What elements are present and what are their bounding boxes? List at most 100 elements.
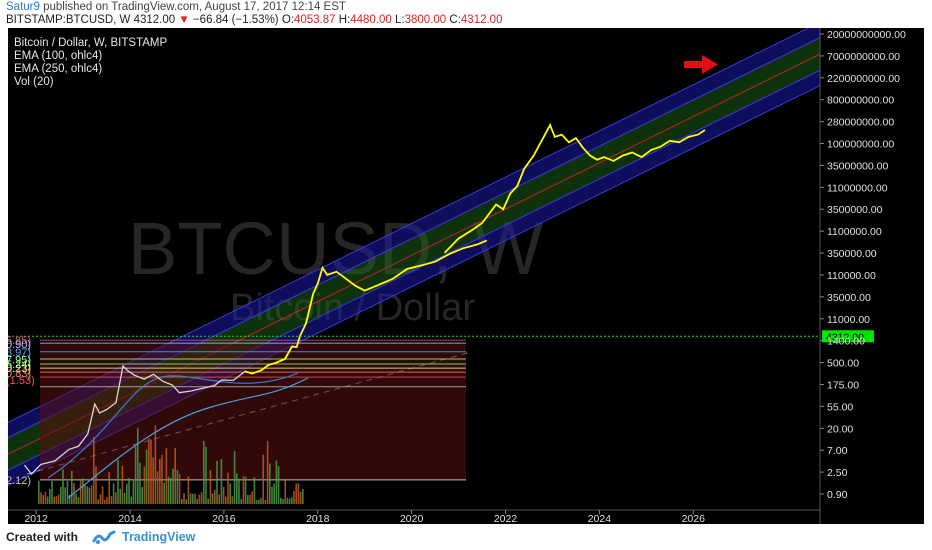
volume-bar bbox=[286, 497, 289, 504]
volume-bar bbox=[297, 483, 300, 504]
volume-bar bbox=[93, 437, 95, 504]
fib-label: 0.90) bbox=[8, 339, 31, 351]
symbol-name: BITSTAMP:BTCUSD, W bbox=[6, 14, 131, 26]
legend-ema250: EMA (250, ohlc4) bbox=[14, 63, 102, 75]
open-value: 4053.87 bbox=[293, 14, 336, 26]
current-price-line: 4312.00 bbox=[8, 330, 874, 343]
volume-bar bbox=[284, 480, 286, 504]
volume-bar bbox=[229, 483, 231, 504]
volume-bar bbox=[161, 454, 163, 504]
volume-bar bbox=[192, 493, 194, 504]
created-with-text: Created with bbox=[6, 530, 79, 544]
volume-bar bbox=[86, 486, 88, 504]
volume-bar bbox=[255, 499, 258, 504]
volume-bar bbox=[99, 494, 102, 504]
volume-bar bbox=[302, 488, 304, 504]
time-tick-label: 2014 bbox=[118, 513, 142, 524]
down-triangle-icon: ▼ bbox=[178, 14, 190, 26]
volume-bar bbox=[121, 465, 124, 504]
volume-bar bbox=[258, 499, 260, 504]
price-tick-label: 500.00 bbox=[827, 358, 859, 370]
volume-bar bbox=[253, 477, 256, 504]
price-tick-label: 20000000000.00 bbox=[827, 29, 906, 41]
time-tick-label: 2022 bbox=[494, 513, 518, 524]
volume-bar bbox=[225, 496, 227, 504]
volume-bar bbox=[222, 486, 225, 504]
price-tick-label: 280000000.00 bbox=[827, 117, 894, 129]
tradingview-logo-icon[interactable] bbox=[92, 528, 116, 546]
chart-header: Satur9 published on TradingView.com, Aug… bbox=[0, 0, 932, 28]
volume-bar bbox=[170, 477, 172, 504]
price-tick-label: 175.00 bbox=[827, 379, 859, 391]
tradingview-brand[interactable]: TradingView bbox=[122, 530, 196, 544]
price-tick-label: 100000000.00 bbox=[827, 139, 894, 151]
volume-bar bbox=[163, 482, 165, 504]
price-tick-label: 1100000.00 bbox=[827, 226, 882, 238]
volume-bar bbox=[266, 440, 269, 504]
volume-bar bbox=[295, 483, 297, 504]
price-tick-label: 11000000.00 bbox=[827, 182, 888, 194]
volume-bar bbox=[271, 486, 273, 504]
volume-bar bbox=[130, 496, 132, 504]
volume-bar bbox=[244, 476, 247, 504]
volume-bar bbox=[203, 441, 205, 504]
price-tick-label: 11000.00 bbox=[827, 314, 870, 326]
volume-bar bbox=[112, 483, 115, 504]
fib-label: 0.23) bbox=[8, 363, 31, 375]
volume-bar bbox=[247, 494, 249, 504]
ema-250-line bbox=[67, 377, 309, 499]
footer: Created with TradingView bbox=[0, 526, 932, 550]
price-series bbox=[23, 122, 706, 475]
volume-bar bbox=[269, 463, 271, 504]
price-tick-label: 35000.00 bbox=[827, 292, 871, 304]
volume-bar bbox=[152, 457, 154, 504]
volume-bar bbox=[238, 478, 240, 504]
price-tick-label: 7000000000.00 bbox=[827, 51, 900, 63]
volume-bar bbox=[79, 480, 82, 504]
fib-label: 3.97) bbox=[8, 347, 31, 359]
time-tick-label: 2018 bbox=[306, 513, 330, 524]
time-tick-label: 2016 bbox=[212, 513, 236, 524]
volume-bar bbox=[196, 498, 198, 504]
volume-bar bbox=[233, 451, 236, 504]
time-tick-label: 2024 bbox=[588, 513, 612, 524]
price-tick-label: 3500000.00 bbox=[827, 204, 883, 216]
price-axis[interactable]: 20000000000.00 7000000000.00 2200000000.00… bbox=[827, 29, 906, 501]
volume-bar bbox=[42, 495, 44, 504]
volume-bar bbox=[167, 476, 170, 504]
volume-bar bbox=[185, 499, 187, 504]
chart-area[interactable]: BTCUSD, W Bitcoin / Dollar 4312.00 20000… bbox=[8, 28, 924, 524]
volume-bar bbox=[46, 496, 49, 504]
time-axis[interactable]: 2012 2014 2016 2018 2020 2022 2024 2026 bbox=[24, 510, 705, 524]
price-tick-label: 7.00 bbox=[827, 445, 848, 457]
author-link[interactable]: Satur9 bbox=[6, 1, 40, 13]
volume-bar bbox=[231, 496, 234, 504]
time-tick-label: 2026 bbox=[682, 513, 706, 524]
price-axis-ticks bbox=[820, 33, 824, 495]
volume-bar bbox=[214, 489, 216, 504]
price-tick-label: 35000000.00 bbox=[827, 160, 888, 172]
price-tick-label: 350000.00 bbox=[827, 248, 877, 260]
volume-bar bbox=[115, 492, 117, 504]
volume-bar bbox=[194, 493, 196, 504]
volume-bar bbox=[293, 490, 295, 504]
low-value: 3800.00 bbox=[404, 14, 447, 26]
price-tick-label: 0.90 bbox=[827, 489, 848, 501]
volume-bar bbox=[128, 478, 130, 504]
price-series-line bbox=[299, 239, 488, 337]
volume-bar bbox=[132, 479, 135, 504]
volume-bar bbox=[260, 498, 262, 504]
price-change: −66.84 (−1.53%) bbox=[192, 14, 279, 26]
volume-bar bbox=[57, 494, 60, 504]
volume-bar bbox=[183, 492, 185, 504]
volume-bar bbox=[106, 497, 108, 504]
volume-bar bbox=[207, 498, 209, 504]
price-chart[interactable]: BTCUSD, W Bitcoin / Dollar 4312.00 20000… bbox=[8, 28, 924, 524]
volume-bar bbox=[156, 471, 159, 504]
fib-label: 7.95) bbox=[8, 355, 31, 367]
fib-label: 2.12) bbox=[8, 475, 31, 487]
volume-bar bbox=[60, 486, 62, 504]
volume-bar bbox=[220, 458, 223, 504]
volume-bar bbox=[249, 494, 251, 504]
volume-bar bbox=[55, 496, 58, 504]
